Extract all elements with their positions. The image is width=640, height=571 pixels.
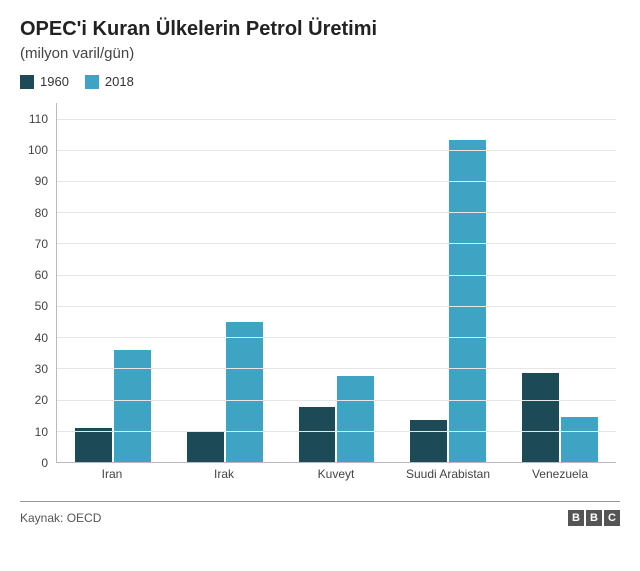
chart-subtitle: (milyon varil/gün) [20,45,620,62]
y-tick-label: 110 [29,112,48,126]
bar-group [504,103,616,462]
bar-group [392,103,504,462]
bar-group [281,103,393,462]
legend-label: 2018 [105,74,134,89]
gridline [57,181,616,182]
bar-group [169,103,281,462]
bar [522,373,559,462]
gridline [57,212,616,213]
x-tick-label: Venezuela [504,463,616,483]
legend: 1960 2018 [20,74,620,89]
bbc-logo-letter: C [604,510,620,526]
bbc-logo-letter: B [568,510,584,526]
legend-label: 1960 [40,74,69,89]
x-tick-label: Irak [168,463,280,483]
bbc-logo-letter: B [586,510,602,526]
gridline [57,306,616,307]
y-tick-label: 60 [35,268,48,282]
bar [410,420,447,462]
gridline [57,400,616,401]
bar-group [57,103,169,462]
legend-swatch [85,75,99,89]
x-tick-label: Kuveyt [280,463,392,483]
x-axis-labels: IranIrakKuveytSuudi ArabistanVenezuela [56,463,616,483]
chart-footer: Kaynak: OECD BBC [20,510,620,526]
y-tick-label: 50 [35,299,48,313]
y-axis: 0102030405060708090100110 [20,103,52,463]
x-tick-label: Iran [56,463,168,483]
y-tick-label: 10 [35,425,48,439]
footer-divider [20,501,620,502]
y-tick-label: 80 [35,206,48,220]
bar-groups [57,103,616,462]
gridline [57,150,616,151]
y-tick-label: 100 [28,143,48,157]
bar [114,350,151,462]
bar [561,417,598,462]
legend-item: 2018 [85,74,134,89]
source-label: Kaynak: OECD [20,511,101,525]
y-tick-label: 90 [35,174,48,188]
y-tick-label: 0 [41,456,48,470]
bar [449,140,486,462]
bar [187,431,224,462]
y-tick-label: 30 [35,362,48,376]
chart-title: OPEC'i Kuran Ülkelerin Petrol Üretimi [20,18,620,41]
y-tick-label: 20 [35,393,48,407]
chart-area: 0 10 20 30 40 50 60 70 80 90 100 110 IranIrakKuveyt… [20,103,620,483]
plot-area [56,103,616,463]
y-tick-label: 40 [35,331,48,345]
bbc-logo: BBC [568,510,620,526]
legend-item: 1960 [20,74,69,89]
gridline [57,275,616,276]
bar [337,376,374,462]
x-tick-label: Suudi Arabistan [392,463,504,483]
bar [299,407,336,462]
gridline [57,243,616,244]
gridline [57,119,616,120]
bar [75,428,112,462]
legend-swatch [20,75,34,89]
y-tick-label: 70 [35,237,48,251]
gridline [57,337,616,338]
bar [226,322,263,462]
gridline [57,368,616,369]
gridline [57,431,616,432]
